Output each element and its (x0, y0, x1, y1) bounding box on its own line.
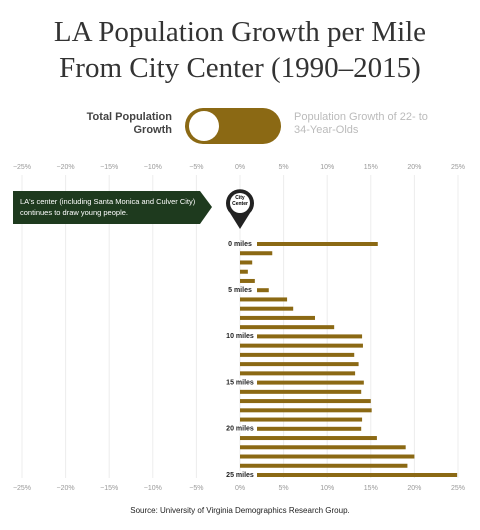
label-backdrop (224, 378, 257, 387)
bar (240, 343, 363, 348)
x-tick-label: 25% (451, 485, 465, 492)
bar (240, 251, 273, 256)
bar (240, 371, 356, 376)
y-tick-label: 10 miles (226, 333, 254, 340)
x-tick-label: 10% (320, 485, 334, 492)
x-tick-label: −5% (189, 164, 203, 171)
x-tick-label: 5% (279, 164, 289, 171)
x-tick-label: 5% (279, 485, 289, 492)
bar (240, 445, 406, 450)
bar (240, 399, 371, 404)
label-backdrop (224, 424, 257, 433)
y-tick-label: 0 miles (228, 241, 252, 248)
x-tick-label: 15% (364, 164, 378, 171)
x-tick-label: −5% (189, 485, 203, 492)
bar (240, 436, 377, 441)
toggle-right-label[interactable]: Population Growth of 22- to 34-Year-Olds (294, 111, 428, 136)
label-backdrop (224, 471, 257, 479)
x-tick-label: −20% (57, 485, 75, 492)
x-tick-label: −20% (57, 164, 75, 171)
bar (240, 426, 362, 431)
bar (240, 352, 355, 357)
x-tick-label: 10% (320, 164, 334, 171)
bar (240, 417, 363, 422)
bar (240, 325, 335, 330)
x-tick-label: −10% (144, 485, 162, 492)
bar (240, 242, 378, 246)
bar (240, 278, 255, 283)
y-tick-label: 25 miles (226, 472, 254, 479)
bar (240, 389, 362, 394)
bar (240, 454, 415, 459)
x-tick-label: 20% (407, 485, 421, 492)
toggle-knob[interactable] (189, 111, 219, 141)
city-pin-inner (230, 193, 250, 213)
label-backdrop (224, 286, 257, 295)
bar (240, 269, 248, 274)
x-tick-label: 15% (364, 485, 378, 492)
x-tick-label: 0% (235, 164, 245, 171)
x-tick-label: −15% (100, 485, 118, 492)
x-tick-label: 20% (407, 164, 421, 171)
x-tick-label: 0% (235, 485, 245, 492)
x-tick-label: −25% (13, 485, 31, 492)
label-backdrop (224, 240, 257, 248)
bar (240, 408, 372, 413)
label-backdrop (224, 332, 257, 341)
bar (240, 260, 253, 265)
annotation: LA's center (including Santa Monica and … (20, 197, 196, 217)
y-tick-label: 15 miles (226, 379, 254, 386)
marker-label: City Center (232, 195, 248, 207)
chart-title: LA Population Growth per Mile From City … (53, 16, 427, 84)
x-tick-label: −25% (13, 164, 31, 171)
x-tick-label: −15% (100, 164, 118, 171)
source: Source: University of Virginia Demograph… (130, 506, 350, 515)
bar (240, 380, 364, 385)
toggle-left-label[interactable]: Total Population Growth (86, 111, 172, 136)
bar (240, 362, 359, 367)
x-tick-label: −10% (144, 164, 162, 171)
bar (240, 473, 458, 477)
y-tick-label: 20 miles (226, 426, 254, 433)
y-tick-label: 5 miles (228, 287, 252, 294)
x-tick-label: 25% (451, 164, 465, 171)
bar (240, 315, 315, 320)
bar (240, 297, 288, 302)
bar (240, 306, 294, 311)
bar (240, 463, 408, 468)
annotation-box (13, 191, 212, 224)
bar (240, 334, 363, 339)
